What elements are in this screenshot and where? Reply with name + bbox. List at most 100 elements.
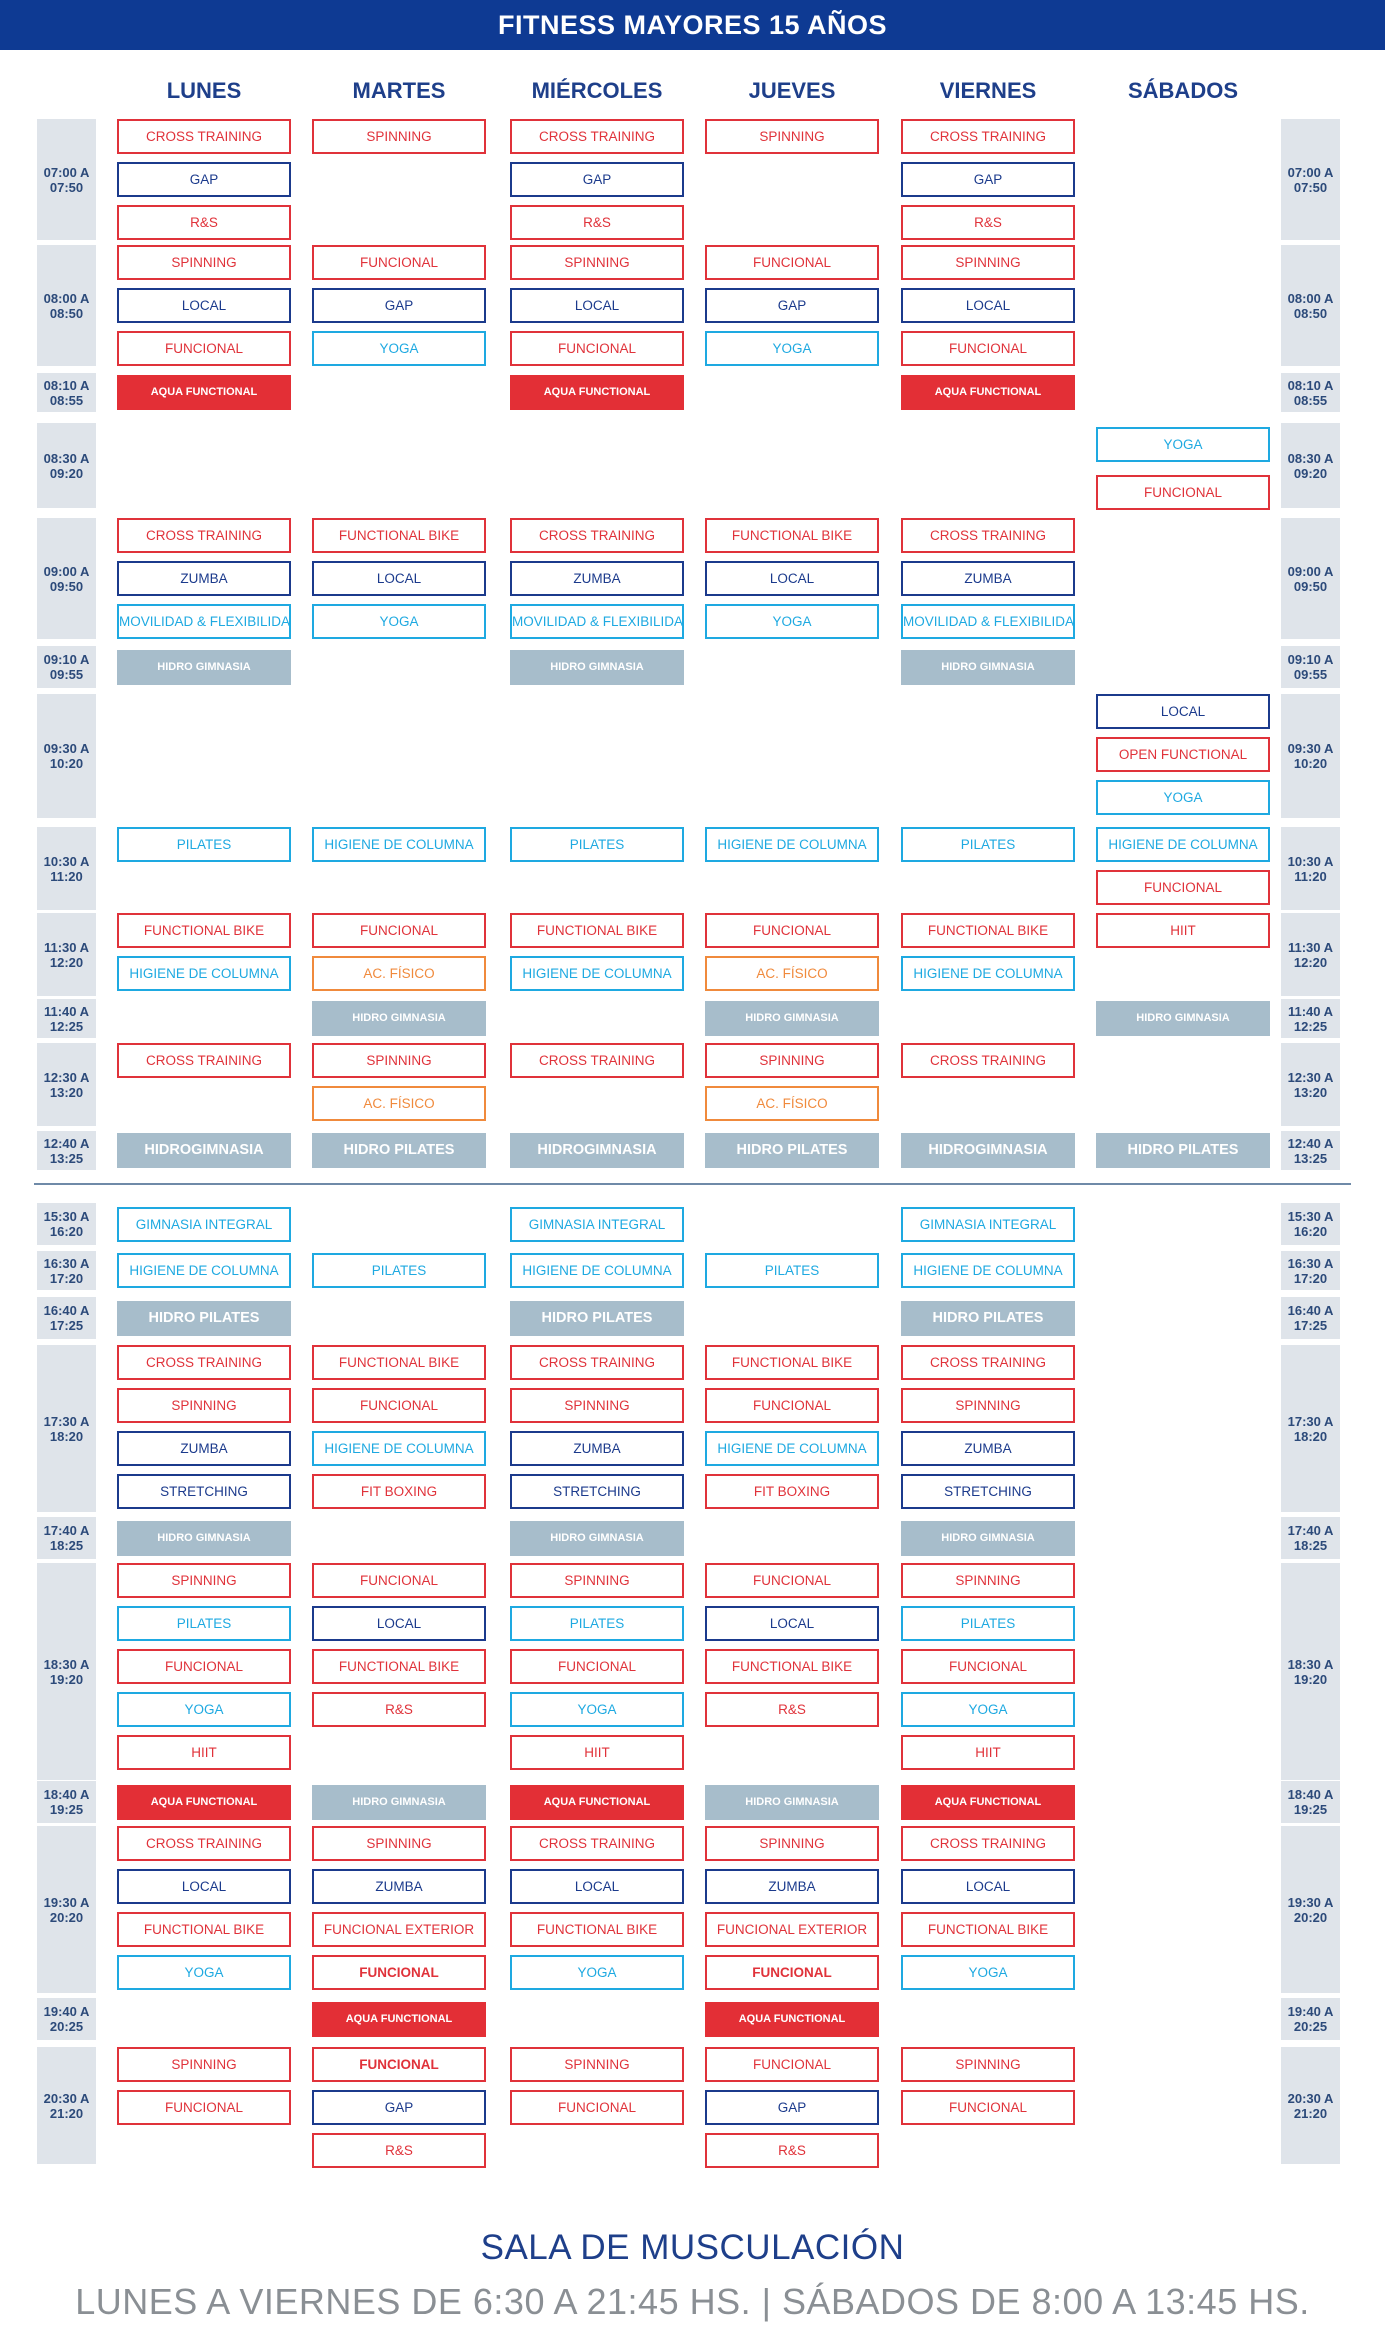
time-band-left <box>37 827 96 910</box>
time-end: 17:20 <box>49 1270 84 1286</box>
class-cell: CROSS TRAINING <box>510 518 684 553</box>
class-cell: SPINNING <box>510 1563 684 1598</box>
class-cell: PILATES <box>312 1253 486 1288</box>
class-cell: R&S <box>510 205 684 240</box>
class-cell: FUNCIONAL <box>705 1388 879 1423</box>
class-cell: GAP <box>705 288 879 323</box>
time-label: 11:40 A 12:25 <box>37 1004 96 1034</box>
time-band-left <box>37 694 96 818</box>
class-cell: GIMNASIA INTEGRAL <box>117 1206 291 1242</box>
class-cell: ZUMBA <box>705 1869 879 1904</box>
footer-hours: LUNES A VIERNES DE 6:30 A 21:45 HS. | SÁ… <box>75 2281 1310 2322</box>
class-cell: R&S <box>117 205 291 240</box>
time-band-left <box>37 518 96 639</box>
time-label: 12:40 A 13:25 <box>1281 1136 1340 1166</box>
class-cell: HIGIENE DE COLUMNA <box>1096 827 1270 862</box>
time-start: 12:30 A <box>43 1069 90 1085</box>
time-label: 16:30 A 17:20 <box>1281 1256 1340 1286</box>
class-cell: HIDROGIMNASIA <box>510 1133 684 1168</box>
class-cell: YOGA <box>312 331 486 366</box>
time-end: 09:20 <box>1293 465 1328 481</box>
time-label: 10:30 A 11:20 <box>1281 854 1340 884</box>
time-end: 21:20 <box>1293 2105 1328 2121</box>
time-label: 09:30 A 10:20 <box>1281 741 1340 771</box>
class-cell: HIDRO GIMNASIA <box>901 1520 1075 1556</box>
class-cell: FUNCIONAL <box>117 1649 291 1684</box>
time-label: 17:30 A 18:20 <box>1281 1414 1340 1444</box>
class-cell: HIGIENE DE COLUMNA <box>510 1253 684 1288</box>
time-start: 09:00 A <box>1287 563 1334 579</box>
time-start: 19:40 A <box>1287 2004 1334 2019</box>
time-end: 20:25 <box>1293 2019 1328 2034</box>
class-cell: HIGIENE DE COLUMNA <box>705 827 879 862</box>
time-label: 16:40 A 17:25 <box>37 1303 96 1333</box>
class-cell: LOCAL <box>705 1606 879 1641</box>
time-end: 18:25 <box>1293 1538 1328 1553</box>
time-band-right <box>1281 1517 1340 1559</box>
time-end: 17:20 <box>1293 1270 1328 1286</box>
time-end: 16:20 <box>49 1224 84 1239</box>
time-label: 08:10 A 08:55 <box>1281 378 1340 408</box>
time-end: 09:55 <box>1293 667 1328 682</box>
class-cell: GAP <box>901 162 1075 197</box>
time-end: 19:25 <box>1293 1802 1328 1817</box>
class-cell: CROSS TRAINING <box>117 518 291 553</box>
class-cell: YOGA <box>312 604 486 639</box>
class-cell: FUNCTIONAL BIKE <box>901 1912 1075 1947</box>
class-cell: AQUA FUNCTIONAL <box>901 1784 1075 1820</box>
class-cell: FUNCIONAL <box>1096 475 1270 510</box>
time-band-right <box>1281 245 1340 366</box>
time-end: 19:20 <box>1293 1671 1328 1687</box>
day-header: LUNES <box>166 78 242 103</box>
day-header: VIERNES <box>939 78 1037 103</box>
time-start: 16:30 A <box>1287 1255 1334 1271</box>
class-cell: YOGA <box>510 1955 684 1990</box>
time-label: 08:00 A 08:50 <box>1281 291 1340 321</box>
class-cell: FUNCIONAL <box>312 2047 486 2082</box>
class-cell: HIGIENE DE COLUMNA <box>312 827 486 862</box>
class-cell: YOGA <box>901 1692 1075 1727</box>
time-start: 19:30 A <box>1287 1894 1334 1910</box>
class-cell: LOCAL <box>117 288 291 323</box>
class-cell: CROSS TRAINING <box>510 1345 684 1380</box>
time-start: 16:30 A <box>43 1255 90 1271</box>
class-cell: FUNCIONAL <box>312 1955 486 1990</box>
class-cell: CROSS TRAINING <box>117 1345 291 1380</box>
time-label: 09:00 A 09:50 <box>1281 564 1340 594</box>
time-label: 08:30 A 09:20 <box>37 451 96 481</box>
class-cell: FUNCTIONAL BIKE <box>705 518 879 553</box>
footer-title: SALA DE MUSCULACIÓN <box>480 2228 905 2267</box>
class-cell: AQUA FUNCTIONAL <box>705 2001 879 2037</box>
time-start: 17:30 A <box>1287 1413 1334 1429</box>
time-end: 10:20 <box>49 756 84 771</box>
time-band-right <box>1281 1826 1340 1993</box>
class-cell: FIT BOXING <box>312 1474 486 1509</box>
class-cell: HIDRO GIMNASIA <box>705 1001 879 1036</box>
class-cell: FUNCIONAL <box>705 245 879 280</box>
time-label: 18:40 A 19:25 <box>37 1787 96 1817</box>
time-start: 19:40 A <box>43 2004 90 2019</box>
class-cell: HIGIENE DE COLUMNA <box>901 1253 1075 1288</box>
class-cell: FUNCIONAL <box>901 2090 1075 2125</box>
class-cell: SPINNING <box>117 1388 291 1423</box>
class-cell: FUNCTIONAL BIKE <box>312 518 486 553</box>
time-end: 19:25 <box>49 1802 84 1817</box>
time-band-left <box>37 1251 96 1290</box>
time-label: 15:30 A 16:20 <box>37 1209 96 1239</box>
time-label: 09:10 A 09:55 <box>1281 652 1340 682</box>
time-start: 09:00 A <box>43 563 90 579</box>
time-start: 10:30 A <box>43 853 90 869</box>
class-cell: HIDRO GIMNASIA <box>510 1520 684 1556</box>
class-cell: FUNCIONAL <box>510 2090 684 2125</box>
time-band-left <box>37 119 96 240</box>
class-cell: PILATES <box>901 1606 1075 1641</box>
time-end: 12:20 <box>1293 954 1328 970</box>
time-band-left <box>37 2047 96 2164</box>
time-end: 17:25 <box>1293 1318 1328 1333</box>
time-end: 16:20 <box>1293 1224 1328 1239</box>
class-cell: LOCAL <box>901 288 1075 323</box>
time-band-right <box>1281 1781 1340 1823</box>
time-end: 13:20 <box>49 1084 84 1100</box>
time-end: 18:20 <box>49 1428 84 1444</box>
time-label: 11:40 A 12:25 <box>1281 1004 1340 1034</box>
